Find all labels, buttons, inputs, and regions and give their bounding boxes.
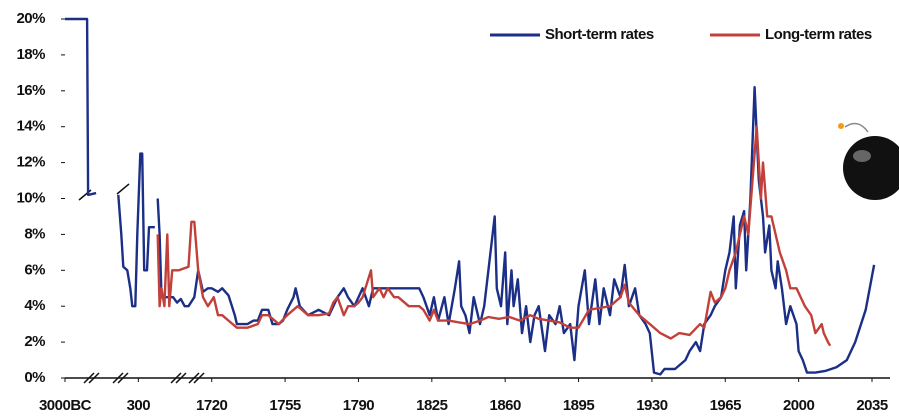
x-tick-label: 1860 <box>489 397 521 414</box>
x-tick-label: 1825 <box>416 397 448 414</box>
bomb-icon <box>838 122 899 200</box>
x-tick-label: 1755 <box>269 397 301 414</box>
x-tick-label: 2035 <box>856 397 888 414</box>
x-tick-label: 3000BC <box>39 397 92 414</box>
legend-label: Short-term rates <box>545 26 654 43</box>
y-tick-label: 18% <box>16 46 45 63</box>
y-tick-label: 16% <box>16 82 45 99</box>
x-tick-label: 1790 <box>343 397 375 414</box>
x-tick-label: 300 <box>127 397 151 414</box>
y-tick-label: 0% <box>24 369 45 386</box>
x-tick-label: 1965 <box>710 397 742 414</box>
x-tick-label: 1720 <box>196 397 228 414</box>
y-tick-label: 2% <box>24 333 45 350</box>
y-tick-label: 8% <box>24 225 45 242</box>
x-tick-label: 1895 <box>563 397 595 414</box>
y-tick-label: 6% <box>24 261 45 278</box>
series-line <box>156 125 832 347</box>
series-line <box>65 17 876 376</box>
x-tick-label: 1930 <box>636 397 668 414</box>
y-tick-label: 12% <box>16 154 45 171</box>
y-tick-label: 10% <box>16 189 45 206</box>
axis-breaks <box>78 183 205 384</box>
y-tick-label: 14% <box>16 118 45 135</box>
x-tick-label: 2000 <box>783 397 815 414</box>
y-tick-label: 4% <box>24 297 45 314</box>
y-tick-label: 20% <box>16 10 45 27</box>
legend-label: Long-term rates <box>765 26 872 43</box>
